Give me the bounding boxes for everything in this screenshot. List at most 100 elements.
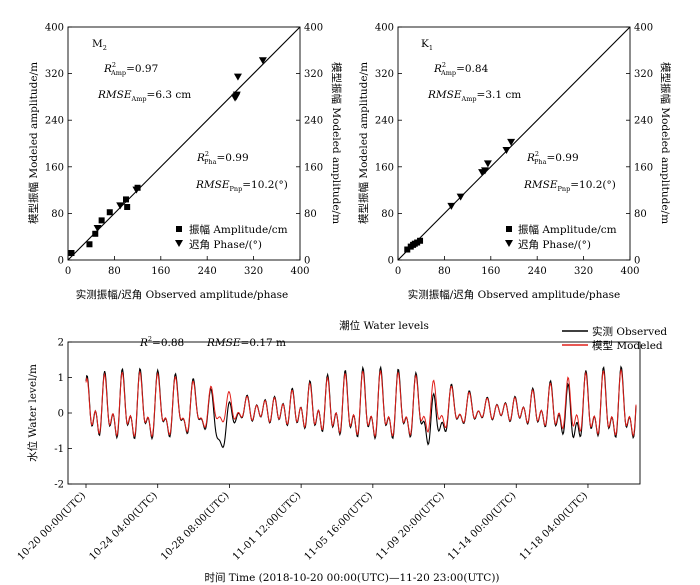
legend-amplitude: 振幅 Amplitude/cm <box>189 223 288 236</box>
rmse-amp-label: RMSEAmp=3.1 cm <box>427 89 521 103</box>
x-axis-label: 实测振幅/迟角 Observed amplitude/phase <box>408 288 621 301</box>
phase-point <box>481 167 489 175</box>
phase-point <box>93 225 102 233</box>
amplitude-point <box>92 230 99 237</box>
amplitude-point <box>106 209 113 216</box>
amplitude-point <box>98 217 105 224</box>
modeled-series-line <box>85 368 637 438</box>
y-tick-label: -1 <box>54 444 64 455</box>
phase-point <box>233 73 242 81</box>
legend-triangle-marker <box>175 240 183 247</box>
y-tick-label: 160 <box>375 162 394 173</box>
x-tick-label: 80 <box>438 266 451 277</box>
plot-frame <box>67 26 301 261</box>
legend-square-marker <box>506 226 512 232</box>
axis-ticks: 0 80 160 240 320 4000801602403204000801602403… <box>375 23 653 278</box>
x-tick-label: 11-14 00:00(UTC) <box>446 490 518 562</box>
legend-triangle-marker <box>505 240 513 247</box>
scatter-panel-m2: 0 80 160 240 320 4000801602403204000801602403… <box>27 23 343 302</box>
amplitude-point <box>123 196 129 203</box>
x-tick-label: 400 <box>620 266 639 277</box>
data-points <box>404 138 516 253</box>
r2-label: R2=0.88 <box>139 335 184 349</box>
right-y-axis-label: 模型振幅 Modeled amplitude/m <box>659 62 672 224</box>
y-tick-label: -2 <box>54 480 64 491</box>
y-tick-label: 0 <box>388 256 394 267</box>
y-tick-label: 400 <box>45 23 64 34</box>
r2-pha-label: R2 Pha=0.99 <box>196 150 249 166</box>
right-tick-label: 320 <box>304 69 323 80</box>
phase-point <box>232 91 241 99</box>
x-tick-label: 11-01 12:00(UTC) <box>231 490 303 562</box>
phase-point <box>116 202 125 210</box>
legend-amplitude: 振幅 Amplitude/cm <box>518 223 617 236</box>
phase-point <box>132 186 141 194</box>
panel-label: M2 <box>92 38 107 52</box>
x-tick-label: 160 <box>151 266 170 277</box>
y-tick-label: 160 <box>45 162 64 173</box>
x-tick-label: 0 <box>395 266 401 277</box>
x-tick-label: 400 <box>290 266 309 277</box>
phase-point <box>502 146 511 154</box>
phase-point <box>447 202 456 210</box>
y-axis-label: 水位 Water level/m <box>26 364 39 462</box>
rmse-label: RMSE=0.17 m <box>206 337 286 349</box>
y-tick-label: 80 <box>51 209 64 220</box>
x-tick-label: 11-05 16:00(UTC) <box>303 490 375 562</box>
rmse-pha-label: RMSEPnp=10.2(°) <box>523 179 616 193</box>
right-tick-label: 80 <box>304 209 317 220</box>
x-tick-label: 10-24 04:00(UTC) <box>87 490 159 562</box>
x-tick-label: 10-28 08:00(UTC) <box>159 490 231 562</box>
x-tick-label: 11-09 20:00(UTC) <box>374 490 446 562</box>
one-to-one-line <box>67 26 301 261</box>
r2-amp-label: R2 Amp=0.97 <box>103 61 158 77</box>
x-tick-label: 10-20 00:00(UTC) <box>16 490 88 562</box>
amplitude-point <box>124 203 131 210</box>
scatter-panel-k1: 0 80 160 240 320 4000801602403204000801602403… <box>357 23 672 302</box>
plot-frame <box>397 26 631 261</box>
amplitude-point <box>68 250 75 257</box>
right-tick-label: 240 <box>304 116 323 127</box>
legend-observed: 实测 Observed <box>592 325 667 338</box>
y-tick-label: 0 <box>58 256 64 267</box>
y-tick-label: 320 <box>45 69 64 80</box>
x-tick-label: 11-18 04:00(UTC) <box>518 490 590 562</box>
series-lines <box>85 365 637 449</box>
y-tick-label: 240 <box>45 116 64 127</box>
right-tick-label: 0 <box>304 256 310 267</box>
right-tick-label: 320 <box>634 69 653 80</box>
r2-pha-label: R2 Pha=0.99 <box>526 150 579 166</box>
y-tick-label: 2 <box>58 338 64 349</box>
y-axis-label: 模型振幅 Modeled amplitude/m <box>27 62 40 224</box>
phase-point <box>483 160 492 168</box>
right-tick-label: 240 <box>634 116 653 127</box>
amplitude-point <box>86 241 93 248</box>
y-tick-label: 0 <box>58 409 64 420</box>
r2-amp-label: R2 Amp=0.84 <box>433 61 489 77</box>
phase-point <box>507 138 516 146</box>
legend-modeled: 模型 Modeled <box>592 339 663 352</box>
y-tick-label: 240 <box>375 116 394 127</box>
right-tick-label: 160 <box>634 162 653 173</box>
x-tick-label: 320 <box>574 266 593 277</box>
right-tick-label: 400 <box>304 23 323 34</box>
x-tick-label: 240 <box>528 266 547 277</box>
right-tick-label: 0 <box>634 256 640 267</box>
x-axis-label: 实测振幅/迟角 Observed amplitude/phase <box>76 288 289 301</box>
y-tick-label: 400 <box>375 23 394 34</box>
x-axis-label: 时间 Time (2018-10-20 00:00(UTC)—11-20 23:… <box>204 571 499 584</box>
x-tick-label: 160 <box>481 266 500 277</box>
right-tick-label: 160 <box>304 162 323 173</box>
x-tick-label: 240 <box>198 266 217 277</box>
right-y-axis-label: 模型振幅 Modeled amplitude/m <box>330 62 343 224</box>
data-points <box>68 57 267 257</box>
one-to-one-line <box>397 26 631 261</box>
panel-label: K1 <box>421 38 433 52</box>
y-axis-label: 模型振幅 Modeled amplitude/m <box>357 62 370 224</box>
x-tick-label: 80 <box>108 266 121 277</box>
y-tick-label: 1 <box>58 373 64 384</box>
rmse-pha-label: RMSEPnp=10.2(°) <box>195 179 288 193</box>
axis-ticks: 0 80 160 240 320 4000801602403204000801602403… <box>45 23 323 278</box>
